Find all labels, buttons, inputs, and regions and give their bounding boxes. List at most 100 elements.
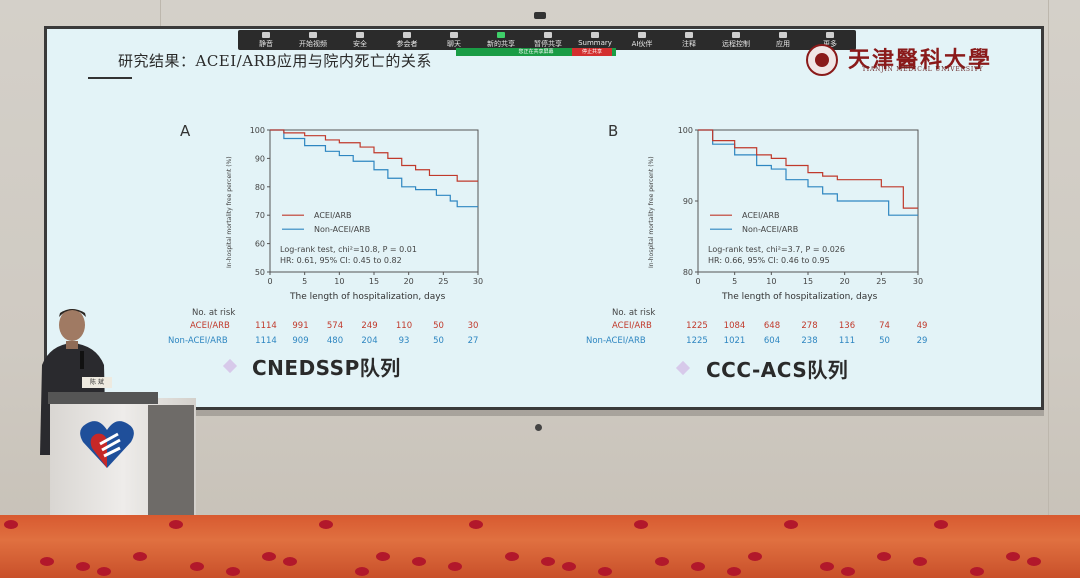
panel-a-risk-label-acei: ACEI/ARB bbox=[190, 321, 230, 331]
risk-cell: 1225 bbox=[686, 321, 708, 331]
toolbar-item[interactable]: 注释 bbox=[667, 32, 711, 49]
x-tick-label: 0 bbox=[695, 277, 700, 284]
toolbar-item[interactable]: 应用 bbox=[761, 32, 805, 49]
toolbar-label: 聊天 bbox=[447, 40, 461, 48]
risk-cell: 1021 bbox=[723, 336, 746, 346]
toolbar-label: 注释 bbox=[682, 40, 696, 48]
poinsettia-decoration bbox=[169, 520, 183, 529]
poinsettia-decoration bbox=[262, 552, 276, 561]
poinsettia-decoration bbox=[970, 567, 984, 576]
risk-cell: 991 bbox=[292, 321, 309, 331]
panel-a-km-chart: 100 90 80 70 60 500 5 10 15 20 25 30 ACEI/ARB Non-ACE… bbox=[250, 126, 483, 284]
series-line-non-acei-arb bbox=[270, 129, 478, 208]
toolbar-label: 安全 bbox=[353, 40, 367, 48]
projection-screen bbox=[44, 26, 1044, 410]
toolbar-item[interactable]: 安全 bbox=[338, 32, 382, 49]
ceiling-camera-icon bbox=[534, 12, 546, 19]
risk-cell: 29 bbox=[916, 336, 928, 346]
toolbar-label: Summary bbox=[578, 39, 612, 47]
poinsettia-decoration bbox=[877, 552, 891, 561]
risk-cell: 136 bbox=[838, 321, 856, 331]
y-tick-label: 70 bbox=[255, 211, 265, 220]
stat-line-2: HR: 0.66, 95% CI: 0.46 to 0.95 bbox=[708, 256, 830, 265]
hospital-heart-logo bbox=[80, 421, 134, 468]
toolbar-icon bbox=[826, 32, 834, 38]
wall-camera-icon bbox=[535, 424, 542, 431]
toolbar-item[interactable]: 远程控制 bbox=[714, 32, 758, 49]
legend-label-acei: ACEI/ARB bbox=[314, 211, 352, 220]
poinsettia-decoration bbox=[748, 552, 762, 561]
toolbar-item[interactable]: 更多 bbox=[808, 32, 852, 49]
y-tick-label: 50 bbox=[255, 268, 265, 277]
risk-cell: 278 bbox=[801, 321, 818, 331]
risk-cell: 648 bbox=[763, 321, 781, 331]
series-line-acei-arb bbox=[270, 129, 478, 182]
toolbar-icon bbox=[262, 32, 270, 38]
toolbar-icon bbox=[497, 32, 505, 38]
toolbar-icon bbox=[638, 32, 646, 38]
poinsettia-decoration bbox=[376, 552, 390, 561]
x-tick-label: 15 bbox=[369, 277, 379, 284]
x-tick-label: 30 bbox=[473, 277, 483, 284]
risk-cell: 49 bbox=[916, 321, 928, 331]
risk-cell: 480 bbox=[326, 336, 344, 346]
risk-cell: 110 bbox=[395, 321, 413, 331]
poinsettia-decoration bbox=[226, 567, 240, 576]
risk-cell: 50 bbox=[433, 336, 444, 346]
poinsettia-decoration bbox=[4, 520, 18, 529]
toolbar-item[interactable]: Summary bbox=[573, 32, 617, 47]
title-underline bbox=[88, 77, 132, 79]
toolbar-icon bbox=[779, 32, 787, 38]
risk-cell: 1114 bbox=[255, 336, 277, 346]
x-tick-label: 0 bbox=[267, 277, 272, 284]
risk-cell: 574 bbox=[326, 321, 344, 331]
toolbar-item[interactable]: 开始视频 bbox=[291, 32, 335, 49]
poinsettia-decoration bbox=[934, 520, 948, 529]
risk-cell: 74 bbox=[879, 321, 890, 331]
series-line-non-acei-arb bbox=[698, 129, 918, 216]
poinsettia-decoration bbox=[76, 562, 90, 571]
toolbar-label: 暂停共享 bbox=[534, 40, 562, 48]
wall-panel-seam bbox=[1048, 0, 1049, 520]
legend-label-non: Non-ACEI/ARB bbox=[314, 225, 370, 234]
panel-b-risk-header: No. at risk bbox=[612, 308, 656, 318]
panel-b-ylabel: In-hospital mortality free percent (%) bbox=[648, 156, 655, 268]
panel-a-risk-header: No. at risk bbox=[192, 308, 236, 318]
y-tick-label: 60 bbox=[255, 240, 265, 249]
toolbar-item[interactable]: 新的共享 bbox=[479, 32, 523, 49]
risk-cell: 50 bbox=[879, 336, 890, 346]
panel-b-letter: B bbox=[608, 122, 619, 140]
university-name-cn: 天津醫科大學 bbox=[848, 47, 993, 73]
toolbar-label: 更多 bbox=[823, 40, 837, 48]
toolbar-item[interactable]: 静音 bbox=[244, 32, 288, 49]
risk-cell: 604 bbox=[763, 336, 781, 346]
poinsettia-decoration bbox=[820, 562, 834, 571]
stat-line-1: Log-rank test, chi²=3.7, P = 0.026 bbox=[708, 245, 845, 254]
poinsettia-decoration bbox=[784, 520, 798, 529]
risk-cell: 909 bbox=[292, 336, 309, 346]
poinsettia-decoration bbox=[412, 557, 426, 566]
poinsettia-decoration bbox=[598, 567, 612, 576]
risk-cell: 249 bbox=[361, 321, 378, 331]
toolbar-icon bbox=[732, 32, 740, 38]
toolbar-item[interactable]: 参会者 bbox=[385, 32, 429, 49]
poinsettia-decoration bbox=[634, 520, 648, 529]
toolbar-icon bbox=[309, 32, 317, 38]
toolbar-label: AI伙伴 bbox=[631, 40, 653, 48]
toolbar-item[interactable]: AI伙伴 bbox=[620, 32, 664, 49]
stop-share-button[interactable]: 停止共享 bbox=[572, 48, 612, 56]
poinsettia-decoration bbox=[283, 557, 297, 566]
legend-label-non: Non-ACEI/ARB bbox=[742, 225, 798, 234]
y-tick-label: 90 bbox=[683, 197, 693, 206]
x-tick-label: 30 bbox=[913, 277, 923, 284]
toolbar-label: 开始视频 bbox=[299, 40, 327, 48]
toolbar-item[interactable]: 暂停共享 bbox=[526, 32, 570, 49]
panel-b-risk-label-acei: ACEI/ARB bbox=[612, 321, 652, 331]
x-tick-label: 10 bbox=[766, 277, 776, 284]
panel-b-risk-label-non: Non-ACEI/ARB bbox=[586, 336, 646, 346]
poinsettia-decoration bbox=[913, 557, 927, 566]
poinsettia-decoration bbox=[469, 520, 483, 529]
risk-cell: 93 bbox=[398, 336, 410, 346]
meeting-toolbar: 静音 开始视频 安全 参会者 聊天 新的共享 暂停共享 Summary AI伙伴 注释 远程控制 应用… bbox=[238, 30, 856, 50]
toolbar-item[interactable]: 聊天 bbox=[432, 32, 476, 49]
